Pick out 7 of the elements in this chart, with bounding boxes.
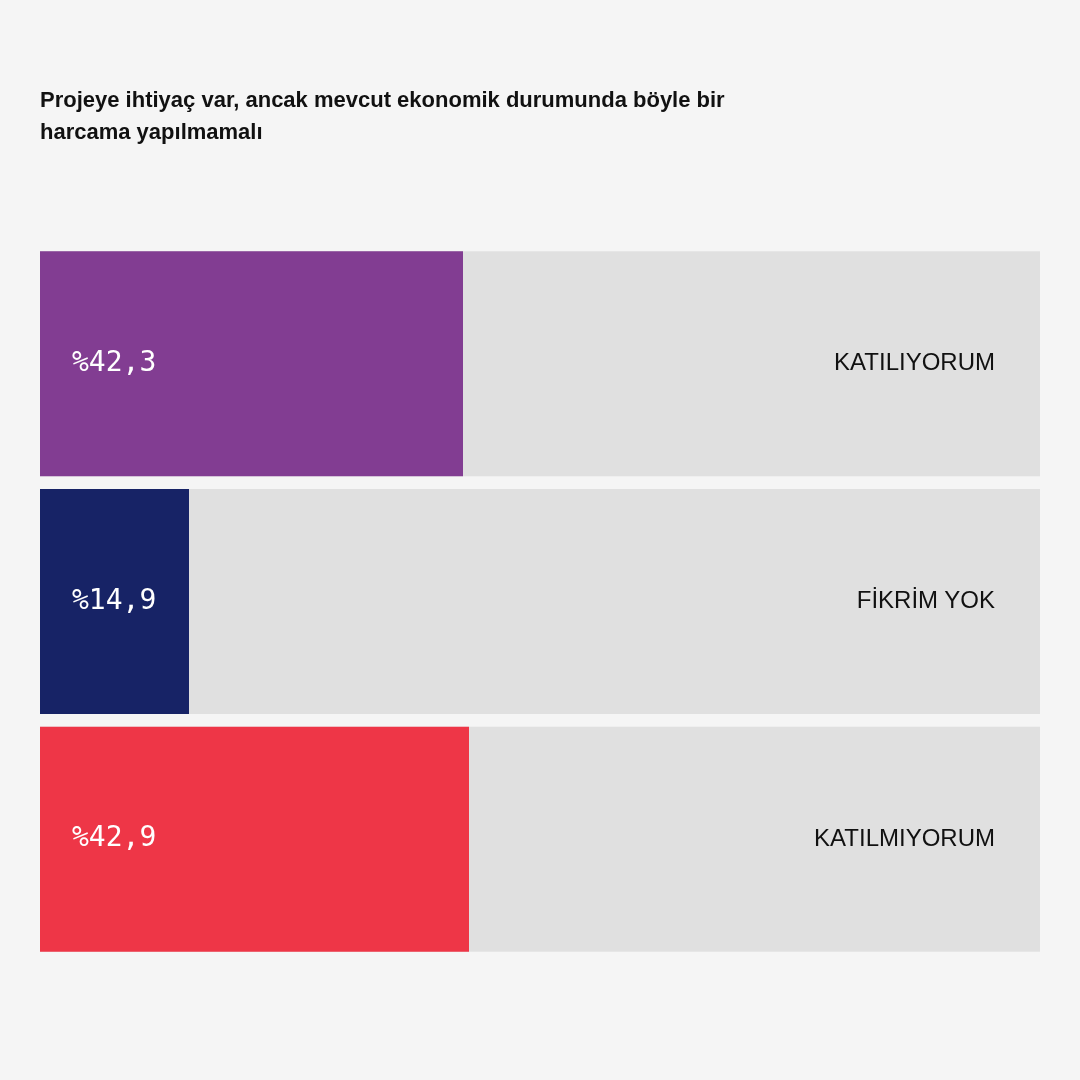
data-label: %14,9 — [72, 582, 157, 616]
y-tick-label: KATILMIYORUM — [814, 823, 995, 851]
y-tick-label: FİKRİM YOK — [856, 586, 995, 614]
y-tick-label: KATILIYORUM — [834, 348, 995, 376]
data-label: %42,3 — [72, 345, 157, 379]
chart-title: Projeye ihtiyaç var, ancak mevcut ekonomik durumunda böyle bir harcama yapılmamalı — [40, 86, 726, 146]
data-label: %42,9 — [72, 820, 157, 854]
